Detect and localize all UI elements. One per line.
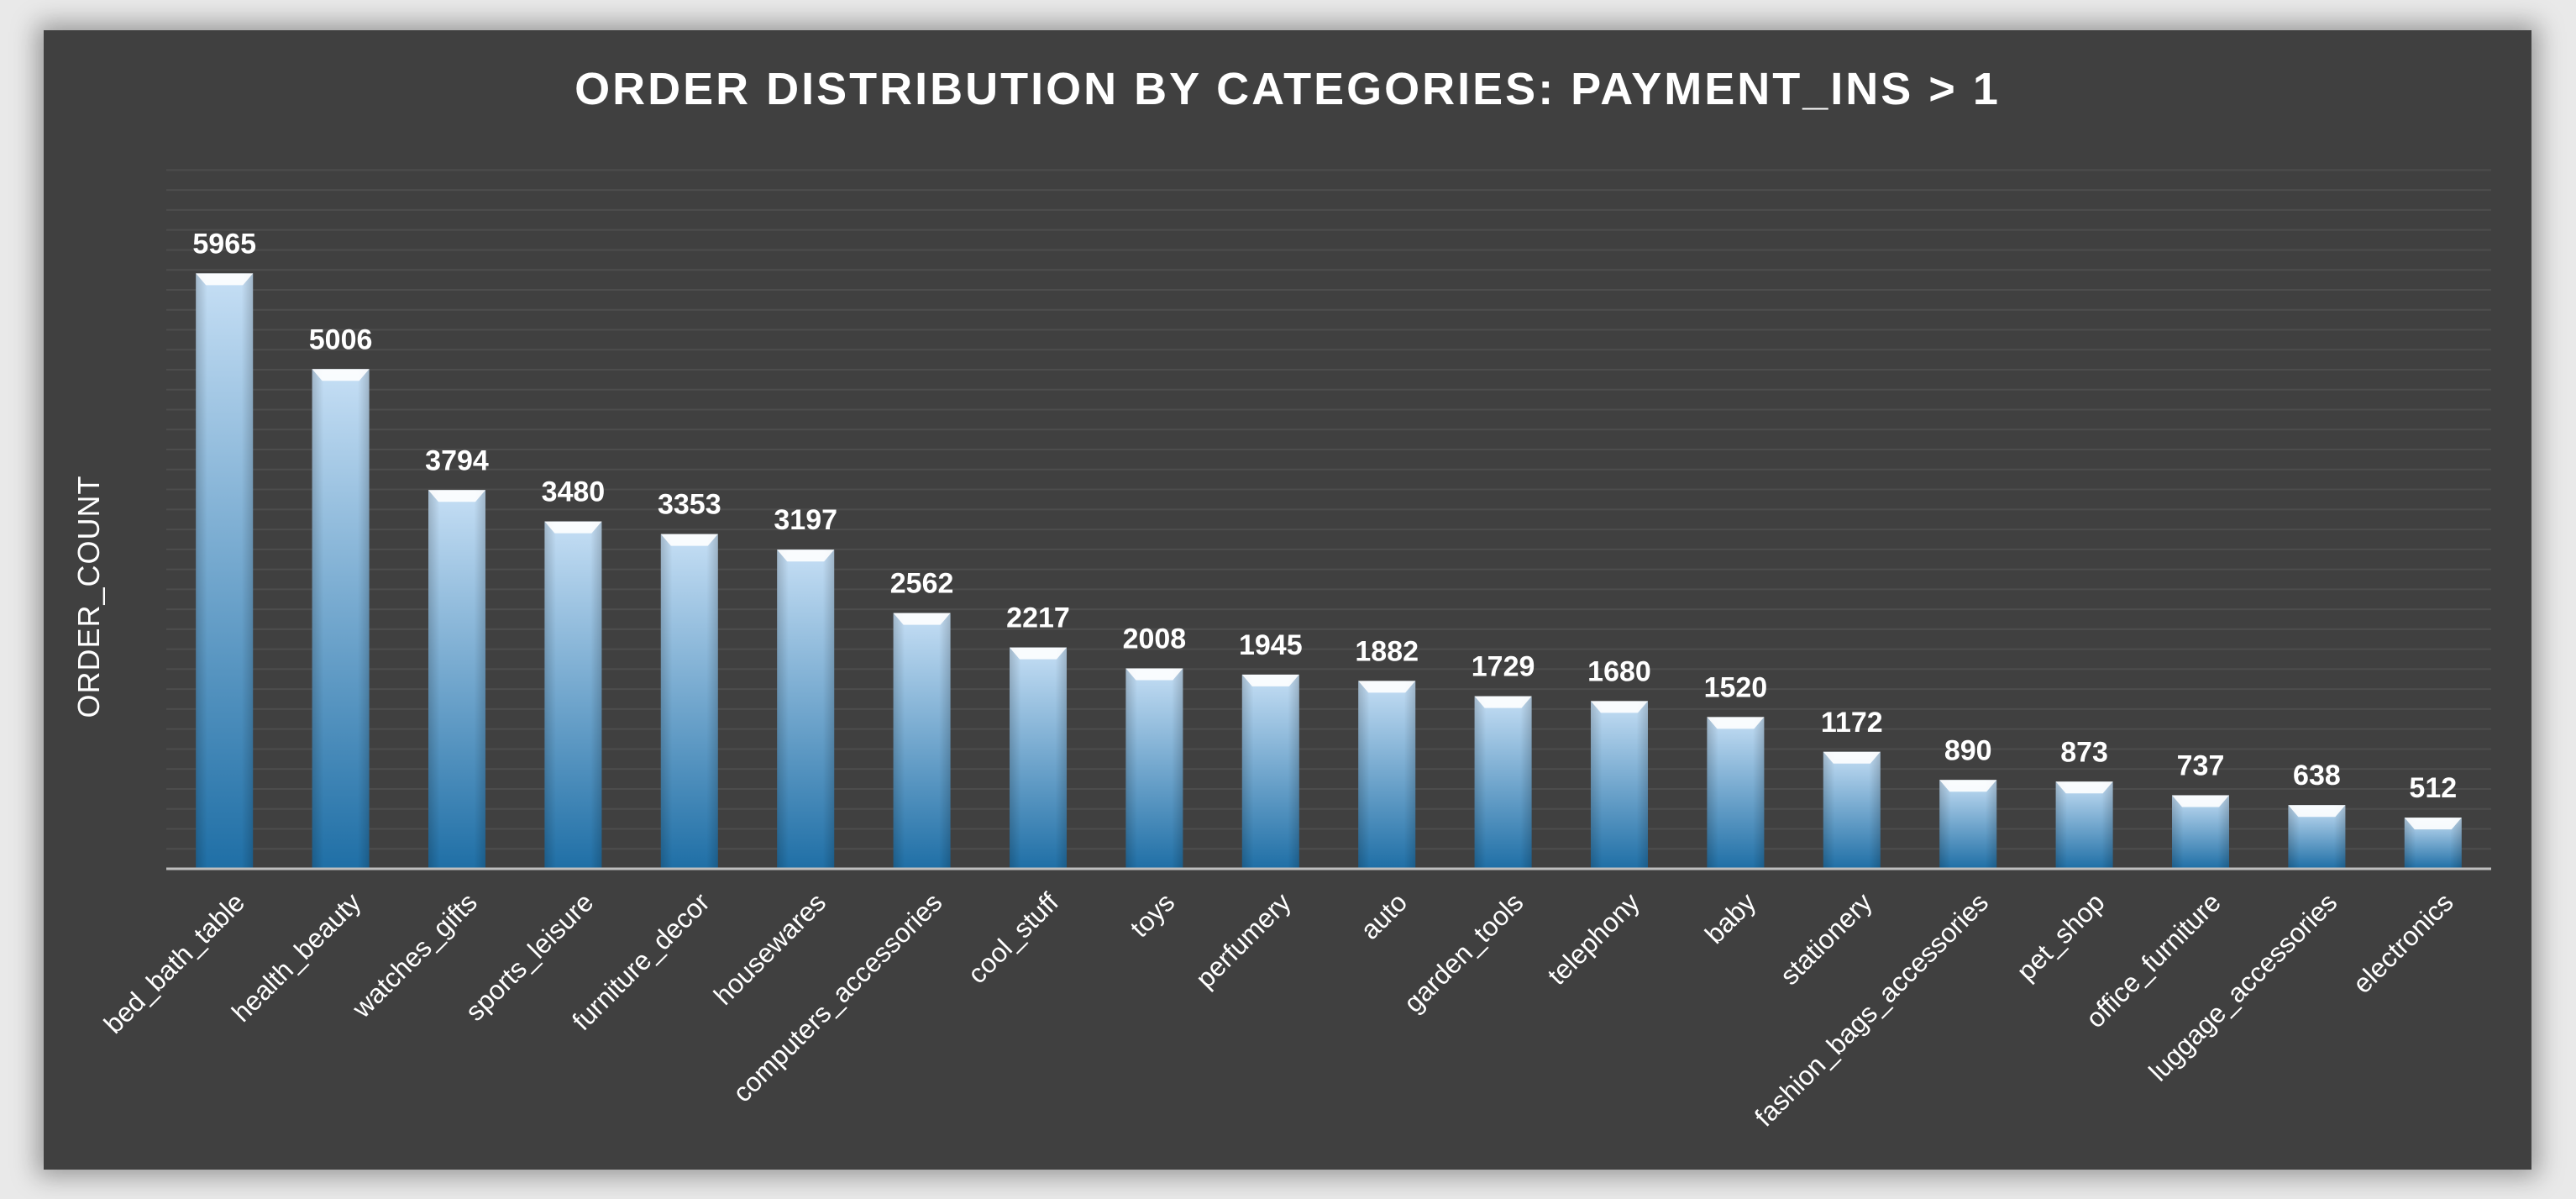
x-tick-cool_stuff: cool_stuff bbox=[962, 886, 1064, 989]
bar-shade-perfumery bbox=[1241, 674, 1299, 869]
data-label-bed_bath_table: 5965 bbox=[192, 228, 256, 260]
x-tick-fashion_bags_accessories: fashion_bags_accessories bbox=[1749, 886, 1994, 1132]
bar-cap-furniture_decor bbox=[660, 534, 718, 546]
data-label-auto: 1882 bbox=[1355, 635, 1419, 667]
bar-shade-pet_shop bbox=[2055, 781, 2113, 869]
x-tick-auto: auto bbox=[1355, 886, 1413, 944]
bar-shade-furniture_decor bbox=[660, 534, 718, 869]
bar-cap-garden_tools bbox=[1474, 696, 1532, 708]
x-tick-pet_shop: pet_shop bbox=[2011, 886, 2111, 986]
x-tick-perfumery: perfumery bbox=[1189, 886, 1296, 993]
x-tick-baby: baby bbox=[1699, 886, 1762, 949]
bar-cap-bed_bath_table bbox=[196, 273, 254, 286]
data-label-pet_shop: 873 bbox=[2060, 736, 2108, 768]
data-label-health_beauty: 5006 bbox=[309, 323, 373, 355]
bar-cap-electronics bbox=[2404, 818, 2462, 830]
bar-cap-computers_accessories bbox=[893, 613, 951, 625]
chart-panel: ORDER DISTRIBUTION BY CATEGORIES: PAYMEN… bbox=[44, 30, 2531, 1170]
bar-chart: ORDER DISTRIBUTION BY CATEGORIES: PAYMEN… bbox=[71, 64, 2491, 1133]
data-label-luggage_accessories: 638 bbox=[2293, 760, 2341, 791]
data-label-office_furniture: 737 bbox=[2177, 749, 2225, 781]
bar-cap-telephony bbox=[1591, 701, 1648, 713]
x-tick-housewares: housewares bbox=[708, 886, 832, 1010]
bar-cap-office_furniture bbox=[2172, 795, 2229, 807]
bar-cap-housewares bbox=[777, 550, 835, 562]
data-label-cool_stuff: 2217 bbox=[1006, 602, 1070, 634]
bar-cap-sports_leisure bbox=[544, 521, 602, 534]
bar-cap-watches_gifts bbox=[428, 490, 485, 502]
bar-shade-toys bbox=[1125, 668, 1183, 869]
data-label-perfumery: 1945 bbox=[1239, 629, 1303, 661]
data-label-furniture_decor: 3353 bbox=[658, 489, 721, 521]
bar-shade-baby bbox=[1707, 717, 1765, 869]
data-label-garden_tools: 1729 bbox=[1472, 651, 1535, 683]
data-label-fashion_bags_accessories: 890 bbox=[1944, 734, 1992, 766]
bar-shade-housewares bbox=[777, 550, 835, 869]
data-label-toys: 2008 bbox=[1123, 623, 1187, 655]
data-label-watches_gifts: 3794 bbox=[425, 444, 489, 476]
x-tick-labels: bed_bath_tablehealth_beautywatches_gifts… bbox=[98, 886, 2459, 1132]
bar-cap-pet_shop bbox=[2055, 781, 2113, 794]
bar-cap-cool_stuff bbox=[1010, 647, 1067, 660]
data-labels: 5965 5006 3794 3480 3353 3197 2562 2217 2008 1945… bbox=[192, 228, 2457, 804]
bar-shade-cool_stuff bbox=[1010, 647, 1067, 869]
bar-shade-garden_tools bbox=[1474, 696, 1532, 869]
x-tick-computers_accessories: computers_accessories bbox=[727, 886, 947, 1107]
bar-shade-watches_gifts bbox=[428, 490, 485, 869]
bar-shade-computers_accessories bbox=[893, 613, 951, 869]
x-tick-toys: toys bbox=[1124, 886, 1180, 943]
bar-shade-telephony bbox=[1591, 701, 1648, 869]
bar-cap-health_beauty bbox=[312, 369, 370, 381]
bars bbox=[196, 273, 2462, 869]
bar-cap-fashion_bags_accessories bbox=[1939, 780, 1997, 792]
bar-shade-office_furniture bbox=[2172, 795, 2229, 869]
x-tick-electronics: electronics bbox=[2347, 886, 2459, 999]
bar-shade-health_beauty bbox=[312, 369, 370, 869]
data-label-stationery: 1172 bbox=[1821, 707, 1883, 739]
bar-cap-luggage_accessories bbox=[2288, 805, 2346, 818]
bar-cap-baby bbox=[1707, 717, 1765, 729]
data-label-computers_accessories: 2562 bbox=[890, 568, 954, 600]
bar-cap-auto bbox=[1358, 681, 1416, 693]
bar-cap-toys bbox=[1125, 668, 1183, 681]
gridlines bbox=[166, 169, 2491, 850]
x-tick-garden_tools: garden_tools bbox=[1398, 886, 1529, 1018]
data-label-electronics: 512 bbox=[2409, 772, 2457, 804]
data-label-housewares: 3197 bbox=[774, 504, 837, 536]
x-tick-luggage_accessories: luggage_accessories bbox=[2143, 886, 2343, 1086]
bar-shade-bed_bath_table bbox=[196, 273, 254, 869]
bar-shade-sports_leisure bbox=[544, 521, 602, 869]
data-label-sports_leisure: 3480 bbox=[542, 476, 606, 508]
bar-shade-auto bbox=[1358, 681, 1416, 869]
data-label-telephony: 1680 bbox=[1587, 655, 1651, 687]
x-tick-stationery: stationery bbox=[1774, 886, 1878, 991]
data-label-baby: 1520 bbox=[1704, 671, 1768, 703]
x-tick-bed_bath_table: bed_bath_table bbox=[98, 886, 250, 1039]
chart-title: ORDER DISTRIBUTION BY CATEGORIES: PAYMEN… bbox=[574, 64, 2001, 114]
y-axis-label: ORDER_COUNT bbox=[71, 475, 106, 718]
bar-cap-stationery bbox=[1823, 751, 1881, 764]
bar-shade-fashion_bags_accessories bbox=[1939, 780, 1997, 869]
bar-cap-perfumery bbox=[1241, 674, 1299, 686]
x-tick-telephony: telephony bbox=[1541, 886, 1645, 991]
bar-shade-stationery bbox=[1823, 751, 1881, 869]
